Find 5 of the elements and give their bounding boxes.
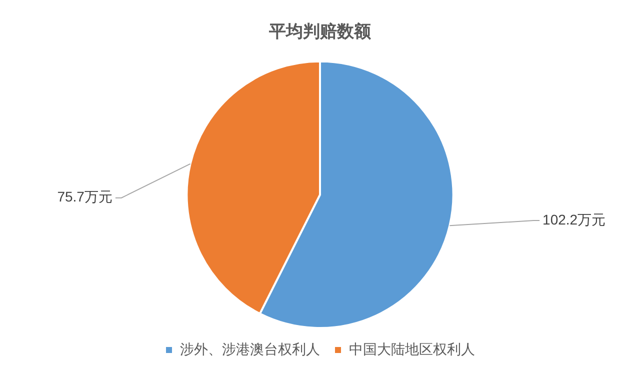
legend-label: 涉外、涉港澳台权利人 [180, 340, 320, 357]
legend-label: 中国大陆地区权利人 [349, 340, 475, 357]
data-label: 75.7万元 [57, 188, 112, 205]
chart-title: 平均判赔数额 [268, 22, 372, 41]
data-label: 102.2万元 [542, 211, 606, 228]
